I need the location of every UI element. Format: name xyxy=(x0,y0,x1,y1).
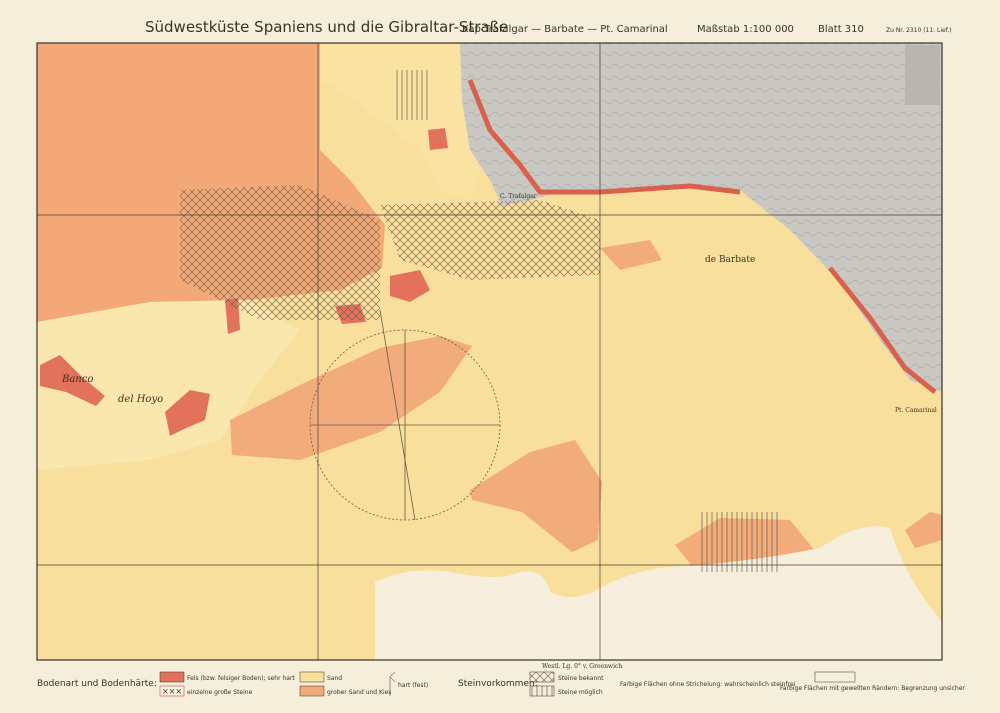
legend-note: Farbige Flächen ohne Strichelung: wahrsc… xyxy=(620,681,796,688)
unknown-ground xyxy=(375,526,942,660)
brace xyxy=(389,671,396,696)
bank-label: Banco xyxy=(61,374,93,385)
legend-text: Steine bekannt xyxy=(558,675,604,682)
swatch-sand xyxy=(299,671,325,683)
bay-label: de Barbate xyxy=(705,255,755,265)
sand-area xyxy=(37,300,300,470)
header: Südwestküste Spaniens und die Gibraltar-… xyxy=(145,18,952,36)
compass-rose xyxy=(309,309,501,521)
graticule xyxy=(37,43,942,660)
stones-possible xyxy=(395,70,430,120)
legend-title: Bodenart und Bodenhärte: xyxy=(37,679,157,689)
rocky-coast xyxy=(828,266,937,394)
sheet-reference: Zu Nr. 2310 (11. Lief.) xyxy=(886,27,952,34)
swatch-rock xyxy=(159,671,185,683)
gravel-area xyxy=(905,512,942,548)
legend-text: grober Sand und Kies xyxy=(327,689,391,696)
legend-text: hart (fest) xyxy=(398,682,428,689)
map: Banco del Hoyo de Barbate C. Trafalgar P… xyxy=(36,42,943,670)
gravel-area xyxy=(470,440,602,552)
rock-area xyxy=(165,390,210,436)
legend-text: Steine möglich xyxy=(558,689,603,696)
sheet-title: Südwestküste Spaniens und die Gibraltar-… xyxy=(145,18,508,36)
legend: Bodenart und Bodenhärte: Fels (bzw. fels… xyxy=(37,671,965,697)
swatch-stones-known xyxy=(529,671,555,683)
swatch-wavy xyxy=(814,671,856,683)
legend-title: Steinvorkommen: xyxy=(458,679,538,689)
stones-known xyxy=(380,200,600,280)
swatch-boulders xyxy=(159,685,185,697)
gravel-area xyxy=(230,336,472,460)
meridian-label: Westl. Lg. 0° v. Greenwich xyxy=(542,663,622,670)
legend-note: Farbige Flächen mit gewellten Rändern: B… xyxy=(780,685,965,692)
bank-label: del Hoyo xyxy=(118,394,163,405)
stones-known xyxy=(180,185,380,320)
gravel-area xyxy=(600,240,662,270)
legend-text: Sand xyxy=(327,675,342,682)
point-label: Pt. Camarinal xyxy=(895,407,937,414)
swatch-gravel xyxy=(299,685,325,697)
sheet-number: Blatt 310 xyxy=(818,24,864,35)
sheet-section: Kap Trafalgar — Barbate — Pt. Camarinal xyxy=(462,24,668,35)
swatch-stones-possible xyxy=(529,685,555,697)
land-relief xyxy=(460,43,942,392)
rocky-coast xyxy=(467,79,741,195)
sand-area xyxy=(320,45,480,200)
sheet-scale: Maßstab 1:100 000 xyxy=(697,24,794,35)
rock-area xyxy=(390,270,430,302)
cape-label: C. Trafalgar xyxy=(500,193,537,200)
land-block xyxy=(905,45,940,105)
stones-possible xyxy=(700,512,780,572)
rock-area xyxy=(40,355,105,406)
swatch-symbol: ××× xyxy=(162,687,182,696)
rock-area xyxy=(428,128,448,150)
map-frame xyxy=(36,42,943,661)
legend-text: Fels (bzw. felsiger Boden); sehr hart xyxy=(187,675,295,682)
legend-text: einzelne große Steine xyxy=(187,689,253,696)
